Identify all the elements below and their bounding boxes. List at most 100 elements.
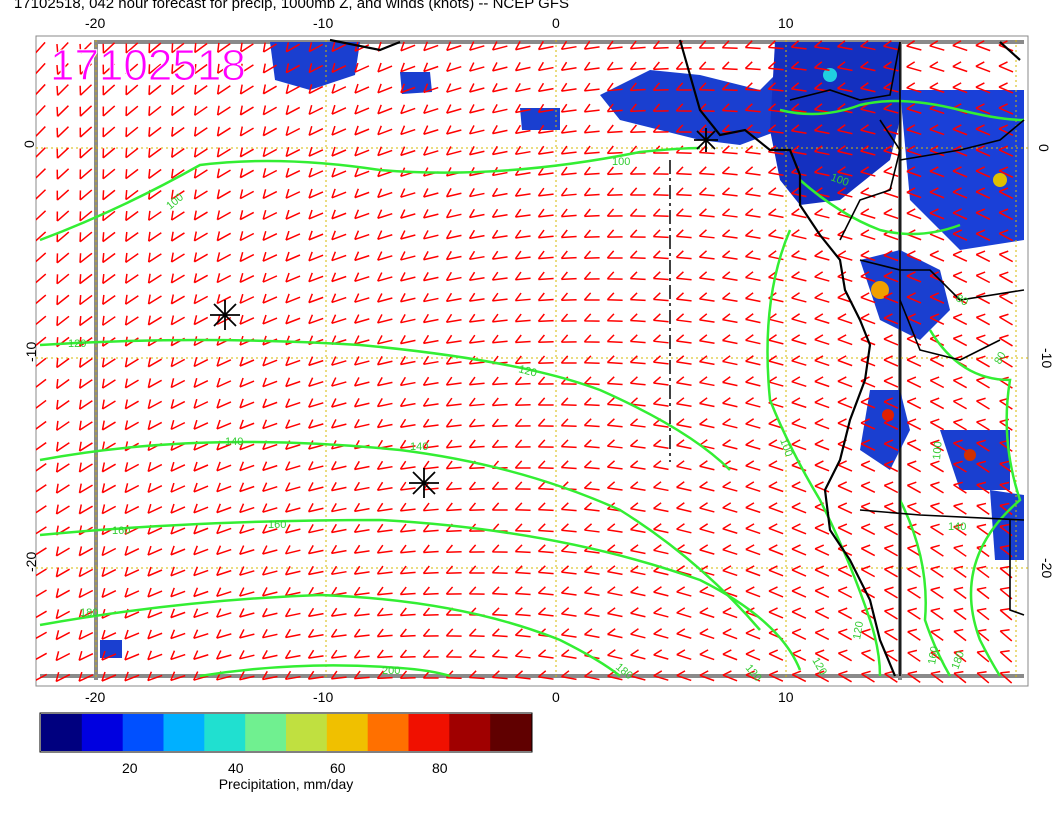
wind-barb xyxy=(699,628,715,640)
wind-barb xyxy=(308,356,324,367)
wind-barb xyxy=(883,376,899,388)
wind-barb xyxy=(262,461,278,472)
wind-barb xyxy=(423,104,439,115)
colorbar-segment xyxy=(326,714,369,751)
wind-barb xyxy=(399,544,416,554)
wind-barb xyxy=(491,376,508,386)
wind-barb xyxy=(262,210,278,221)
wind-barb xyxy=(376,460,393,471)
wind-barb xyxy=(537,565,554,575)
wind-barb xyxy=(101,629,117,640)
wind-barb xyxy=(261,629,278,639)
wind-barb xyxy=(124,587,140,598)
wind-barb xyxy=(676,460,692,471)
wind-barb xyxy=(239,42,254,53)
wind-barb xyxy=(560,460,577,470)
wind-barb xyxy=(308,209,324,220)
bottom-axis: -20 -10 0 10 xyxy=(85,689,794,705)
precip-core xyxy=(882,409,894,421)
wind-barb xyxy=(514,565,531,575)
wind-barb xyxy=(125,210,139,222)
wind-barb xyxy=(308,84,324,95)
wind-barb xyxy=(56,315,70,327)
wind-barb xyxy=(261,587,278,597)
wind-barb xyxy=(262,377,278,388)
wind-barb xyxy=(606,397,623,407)
wind-barb xyxy=(629,124,646,134)
wind-barb xyxy=(446,41,462,52)
wind-barb xyxy=(147,650,163,661)
wind-barb xyxy=(445,565,462,574)
wind-barb xyxy=(170,482,186,493)
wind-barb xyxy=(262,230,278,241)
wind-barb xyxy=(239,210,255,221)
wind-barb xyxy=(307,503,324,513)
wind-barb xyxy=(400,125,416,136)
wind-barb xyxy=(491,208,508,218)
colorbar-segment xyxy=(408,714,450,751)
wind-barb xyxy=(170,399,186,410)
wind-barb xyxy=(583,103,600,113)
wind-barb xyxy=(606,250,623,259)
wind-barb xyxy=(331,167,347,178)
wind-barb xyxy=(78,546,94,557)
wind-barb xyxy=(102,294,116,306)
wind-barb xyxy=(606,145,623,155)
wind-barb xyxy=(606,166,623,176)
wind-barb xyxy=(514,460,531,469)
wind-barb xyxy=(491,607,508,617)
wind-barb xyxy=(606,124,623,134)
wind-barb xyxy=(56,252,70,264)
wind-barb xyxy=(56,378,70,390)
wind-barb xyxy=(906,187,922,199)
wind-barb xyxy=(36,651,48,662)
wind-barb xyxy=(377,146,393,157)
wind-barb xyxy=(768,208,784,219)
wind-barb xyxy=(976,376,990,389)
wind-barb xyxy=(906,40,922,51)
wind-barb xyxy=(976,460,990,473)
wind-barb xyxy=(676,607,692,618)
wind-barb xyxy=(860,544,876,557)
wind-barb xyxy=(239,84,254,95)
wind-barb xyxy=(837,334,853,346)
wind-barb xyxy=(422,188,439,198)
wind-barb xyxy=(216,189,231,200)
wind-barb xyxy=(722,271,738,281)
wind-barb xyxy=(239,314,255,325)
wind-barb xyxy=(491,271,508,281)
wind-barb xyxy=(652,292,669,302)
wind-barb xyxy=(583,187,600,197)
wind-barb xyxy=(583,565,600,575)
wind-barb xyxy=(170,629,186,640)
wind-barb xyxy=(193,273,209,284)
wind-barb xyxy=(583,208,600,218)
wind-barb xyxy=(216,84,231,95)
colorbar-segment xyxy=(41,714,83,751)
wind-barb xyxy=(537,61,554,72)
wind-barb xyxy=(906,313,922,325)
wind-barb xyxy=(606,103,623,113)
wind-barb xyxy=(560,103,577,113)
wind-barb xyxy=(722,481,738,492)
wind-barb xyxy=(194,63,208,75)
wind-barb xyxy=(36,126,46,138)
wind-barb xyxy=(721,61,738,71)
wind-barb xyxy=(652,313,669,323)
wind-barb xyxy=(331,146,347,157)
wind-barb xyxy=(308,188,324,199)
wind-barb xyxy=(906,439,922,452)
wind-barb xyxy=(147,399,163,410)
wind-barb xyxy=(976,586,990,600)
wind-barb xyxy=(837,187,853,198)
wind-barb xyxy=(630,565,646,576)
wind-barb xyxy=(101,420,116,431)
wind-barb xyxy=(284,628,301,639)
wind-barb xyxy=(193,357,209,368)
colorbar-segment xyxy=(367,714,410,751)
wind-barb xyxy=(930,607,944,620)
wind-barb xyxy=(721,229,738,239)
contour-label: 180 xyxy=(80,607,98,619)
wind-barb xyxy=(171,126,185,138)
wind-barb xyxy=(193,210,208,221)
